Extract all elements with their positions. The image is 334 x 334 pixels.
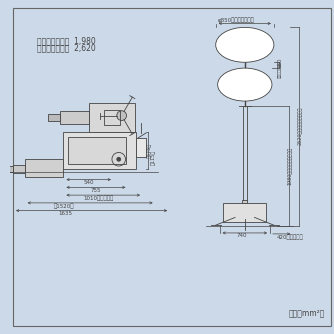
Bar [48,114,59,122]
Ellipse shape [218,68,272,101]
Circle shape [117,111,127,121]
Text: （1520）: （1520） [54,203,74,209]
Text: 2620（マスト最大高さ）: 2620（マスト最大高さ） [298,107,303,146]
Circle shape [117,157,121,161]
Text: 740: 740 [237,233,247,238]
Bar [59,111,89,124]
Text: 580: 580 [277,57,282,67]
Bar [104,110,120,125]
Bar [89,103,135,132]
Text: 755: 755 [91,188,101,193]
Bar [242,200,247,203]
Text: 540: 540 [84,180,94,185]
Text: 単位（mm²）: 単位（mm²） [289,308,325,317]
Text: 1980（マスト最小高さ）: 1980（マスト最小高さ） [288,146,293,185]
Text: 1010（収納時）: 1010（収納時） [83,195,113,201]
Bar [136,138,146,157]
Bar [13,165,25,173]
Text: マスト最小高さ  1,980: マスト最小高さ 1,980 [37,36,96,45]
Bar [63,132,136,169]
Text: マスト最大高さ  2,620: マスト最大高さ 2,620 [37,44,96,53]
Text: （115）: （115） [151,150,156,165]
Text: 420（収納時）: 420（収納時） [277,234,304,240]
Bar [7,166,13,172]
Bar [68,137,127,164]
Text: 680: 680 [0,140,2,150]
Text: （575）: （575） [146,143,151,158]
Text: 1635: 1635 [59,211,72,216]
Bar [25,159,63,177]
Text: （ストローク）: （ストローク） [278,60,282,78]
Bar [223,203,266,222]
Ellipse shape [216,27,274,62]
Text: φ850（バルーン径）: φ850（バルーン径） [218,17,255,23]
